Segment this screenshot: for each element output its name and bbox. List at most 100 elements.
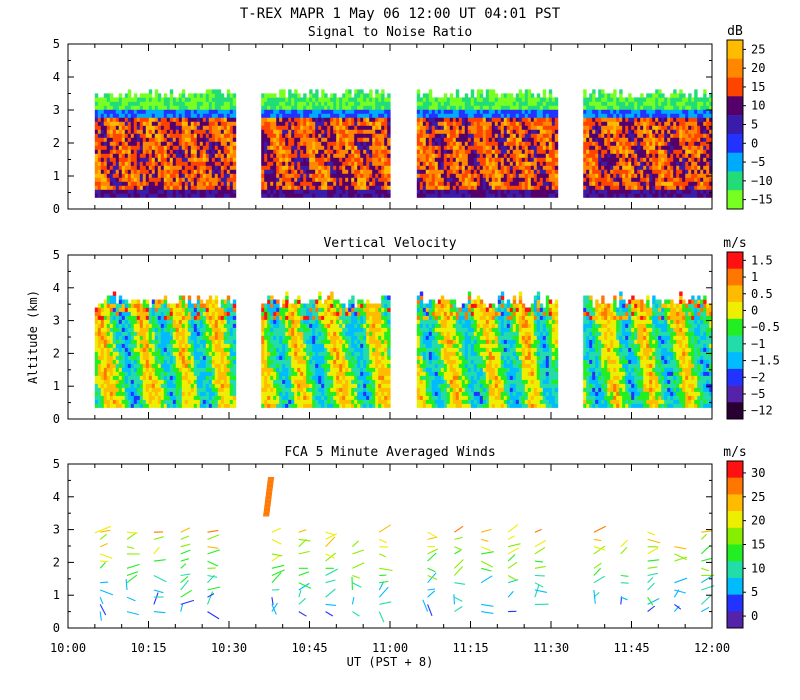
heat-cell: [357, 157, 361, 162]
heat-cell: [500, 173, 505, 178]
heat-cell: [124, 125, 129, 130]
heat-cell: [682, 101, 686, 106]
heat-cell: [115, 323, 120, 328]
heat-cell: [655, 129, 659, 134]
heat-cell: [324, 157, 328, 162]
heat-cell: [461, 117, 466, 122]
heat-cell: [604, 137, 608, 142]
heat-cell: [229, 117, 234, 122]
heat-cell: [184, 157, 189, 162]
heat-cell: [589, 113, 593, 118]
heat-cell: [682, 149, 686, 154]
heat-cell: [506, 121, 511, 126]
heat-cell: [583, 193, 587, 198]
heat-cell: [303, 145, 307, 150]
heat-cell: [121, 185, 126, 190]
heat-cell: [619, 89, 623, 94]
heat-cell: [464, 173, 469, 178]
heat-cell: [482, 157, 487, 162]
heat-cell: [124, 117, 129, 122]
heat-cell: [685, 125, 689, 130]
heat-cell: [336, 145, 340, 150]
heat-cell: [470, 193, 475, 198]
heat-cell: [214, 93, 219, 98]
heat-cell: [434, 145, 439, 150]
heat-cell: [676, 165, 680, 170]
heat-cell: [524, 141, 529, 146]
heat-cell: [139, 133, 144, 138]
heat-cell: [378, 101, 382, 106]
heat-cell: [545, 117, 550, 122]
heat-cell: [470, 97, 475, 102]
heat-cell: [670, 181, 674, 186]
heat-cell: [112, 105, 117, 110]
heat-cell: [297, 161, 301, 166]
heat-cell: [616, 173, 620, 178]
heat-cell: [437, 117, 442, 122]
heat-cell: [142, 181, 147, 186]
heat-cell: [506, 173, 511, 178]
heat-cell: [384, 125, 388, 130]
heat-cell: [709, 105, 713, 110]
heat-cell: [542, 193, 547, 198]
heat-cell: [601, 125, 605, 130]
heat-cell: [157, 181, 162, 186]
heat-cell: [142, 133, 147, 138]
heat-cell: [518, 145, 523, 150]
heat-cell: [470, 121, 475, 126]
heat-cell: [643, 173, 647, 178]
heat-cell: [679, 113, 683, 118]
heat-cell: [512, 145, 517, 150]
heat-cell: [202, 157, 207, 162]
heat-cell: [494, 189, 499, 194]
heat-cell: [381, 89, 385, 94]
heat-cell: [372, 125, 376, 130]
heat-cell: [193, 193, 198, 198]
heat-cell: [700, 153, 704, 158]
heat-cell: [172, 105, 177, 110]
heat-cell: [372, 181, 376, 186]
heat-cell: [527, 177, 532, 182]
heat-cell: [94, 379, 99, 384]
heat-cell: [613, 181, 617, 186]
heat-cell: [288, 101, 292, 106]
heat-cell: [127, 129, 132, 134]
heat-cell: [467, 105, 472, 110]
heat-cell: [664, 133, 668, 138]
heat-cell: [688, 117, 692, 122]
heat-cell: [479, 105, 484, 110]
heat-cell: [613, 189, 617, 194]
heat-cell: [613, 137, 617, 142]
heat-cell: [509, 153, 514, 158]
heat-cell: [136, 141, 141, 146]
heat-cell: [151, 141, 156, 146]
heat-cell: [491, 93, 496, 98]
heat-cell: [115, 177, 120, 182]
heat-cell: [142, 141, 147, 146]
heat-cell: [330, 129, 334, 134]
heat-cell: [646, 93, 650, 98]
heat-cell: [598, 89, 602, 94]
heat-cell: [97, 157, 102, 162]
heat-cell: [178, 133, 183, 138]
heat-cell: [628, 121, 632, 126]
heat-cell: [363, 105, 367, 110]
heat-cell: [223, 113, 228, 118]
heat-cell: [106, 105, 111, 110]
heat-cell: [306, 177, 310, 182]
heat-cell: [685, 133, 689, 138]
heat-cell: [330, 125, 334, 130]
heat-cell: [315, 121, 319, 126]
heat-cell: [464, 145, 469, 150]
heat-cell: [661, 113, 665, 118]
heat-cell: [115, 327, 120, 332]
heat-cell: [139, 141, 144, 146]
heat-cell: [378, 177, 382, 182]
heat-cell: [232, 121, 237, 126]
heat-cell: [145, 117, 150, 122]
heat-cell: [515, 125, 520, 130]
heat-cell: [124, 133, 129, 138]
heat-cell: [694, 185, 698, 190]
heat-cell: [190, 161, 195, 166]
heat-cell: [226, 113, 231, 118]
